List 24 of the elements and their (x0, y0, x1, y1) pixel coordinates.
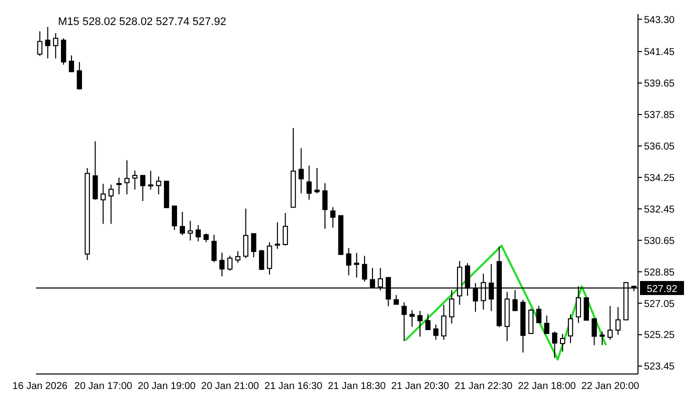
y-tick-label: 537.85 (644, 110, 676, 122)
x-tick-label: 22 Jan 20:00 (581, 381, 640, 392)
y-tick-label: 527.05 (644, 298, 676, 310)
x-tick-label: 16 Jan 2026 (12, 381, 68, 392)
y-tick-label: 525.25 (644, 330, 676, 342)
y-tick-label: 536.05 (644, 141, 676, 152)
x-tick-label: 21 Jan 18:30 (328, 381, 386, 392)
y-tick-label: 532.45 (644, 204, 676, 216)
chart-title: M15 528.02 528.02 527.74 527.92 (58, 16, 226, 28)
y-tick-label: 530.65 (644, 236, 676, 247)
y-tick-label: 539.65 (644, 78, 676, 90)
y-tick-label: 543.30 (644, 14, 676, 26)
x-tick-label: 20 Jan 21:00 (201, 381, 260, 392)
x-tick-label: 21 Jan 22:30 (454, 381, 513, 392)
x-tick-label: 20 Jan 19:00 (138, 381, 196, 392)
x-tick-label: 20 Jan 17:00 (74, 381, 133, 392)
y-tick-label: 528.85 (644, 267, 676, 278)
y-tick-label: 534.25 (644, 172, 676, 184)
x-tick-label: 22 Jan 18:00 (518, 381, 576, 392)
x-tick-label: 21 Jan 20:30 (391, 381, 450, 392)
y-tick-label: 541.45 (644, 47, 676, 58)
ref-line-label: 527.92 (646, 284, 678, 296)
x-tick-label: 21 Jan 16:30 (264, 381, 323, 392)
y-tick-label: 523.45 (644, 362, 676, 373)
